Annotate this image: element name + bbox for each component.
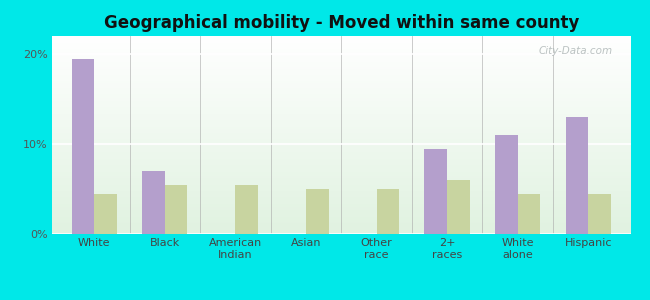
Bar: [376, 189, 399, 234]
Title: Geographical mobility - Moved within same county: Geographical mobility - Moved within sam…: [103, 14, 579, 32]
Bar: [588, 194, 611, 234]
Text: City-Data.com: City-Data.com: [539, 46, 613, 56]
Bar: [235, 184, 258, 234]
Bar: [447, 180, 470, 234]
Bar: [72, 58, 94, 234]
Bar: [306, 189, 328, 234]
Bar: [517, 194, 540, 234]
Bar: [495, 135, 517, 234]
Bar: [424, 148, 447, 234]
Bar: [94, 194, 117, 234]
Bar: [165, 184, 187, 234]
Bar: [566, 117, 588, 234]
Bar: [142, 171, 165, 234]
